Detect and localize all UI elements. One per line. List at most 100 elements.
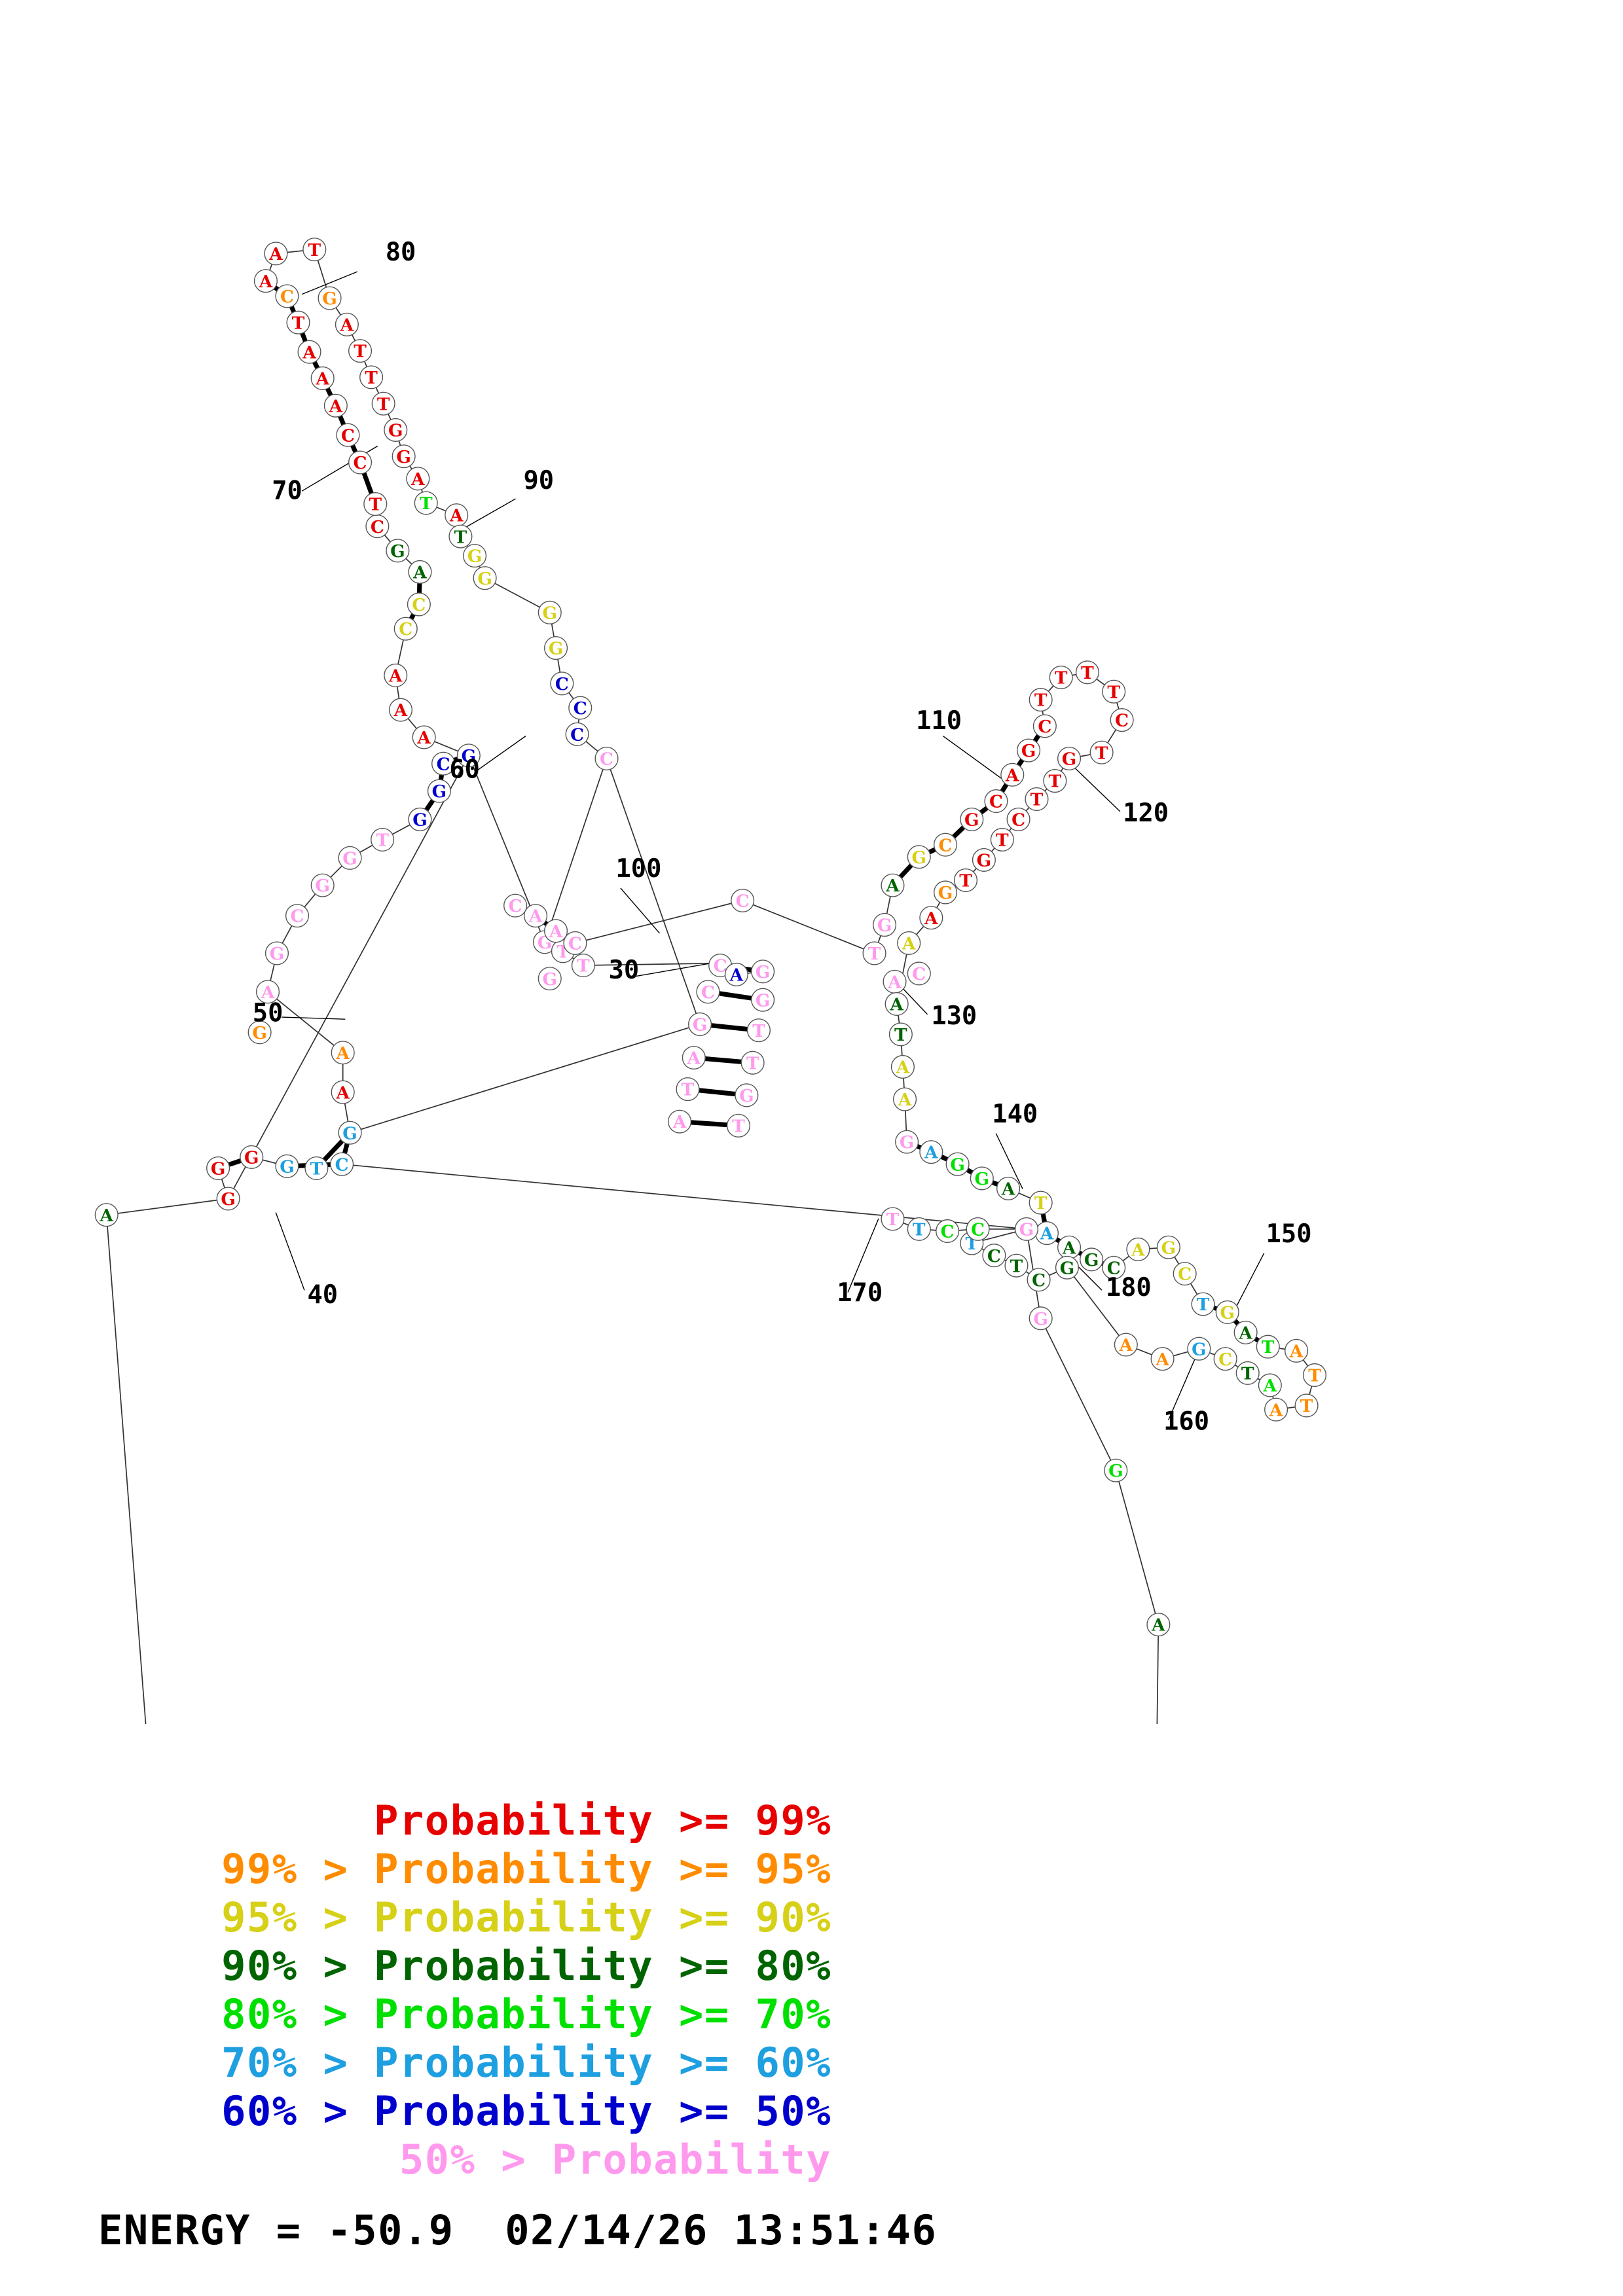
base-node[interactable]: A — [524, 904, 548, 928]
base-node[interactable]: G — [216, 1187, 240, 1211]
base-node[interactable]: A — [919, 1140, 943, 1164]
base-node[interactable]: C — [407, 592, 431, 617]
base-node[interactable]: G — [1014, 1217, 1039, 1241]
base-node[interactable]: A — [1126, 1237, 1150, 1261]
base-node[interactable]: T — [1294, 1393, 1319, 1418]
base-node[interactable]: C — [565, 722, 589, 746]
base-node[interactable]: A — [1114, 1333, 1138, 1357]
base-node[interactable]: A — [1233, 1320, 1258, 1344]
base-node[interactable]: A — [264, 242, 288, 266]
base-node[interactable]: G — [895, 1130, 919, 1154]
base-node[interactable]: T — [862, 941, 886, 965]
base-node[interactable]: G — [206, 1156, 230, 1180]
base-node[interactable]: A — [883, 969, 907, 994]
base-node[interactable]: C — [568, 696, 593, 720]
base-node[interactable]: C — [696, 980, 720, 1004]
base-node[interactable]: G — [275, 1154, 299, 1178]
base-node[interactable]: T — [359, 365, 384, 389]
base-node[interactable]: C — [594, 746, 619, 771]
base-node[interactable]: G — [907, 845, 931, 869]
base-node[interactable]: C — [1006, 807, 1030, 831]
base-node[interactable]: T — [448, 524, 473, 548]
base-node[interactable]: T — [371, 391, 395, 416]
base-node[interactable]: G — [1029, 1306, 1053, 1331]
base-node[interactable]: C — [503, 893, 528, 918]
base-node[interactable]: C — [330, 1152, 354, 1176]
base-node[interactable]: T — [371, 827, 395, 852]
base-node[interactable]: T — [881, 1207, 905, 1231]
base-node[interactable]: A — [331, 1041, 355, 1065]
base-node[interactable]: A — [996, 1176, 1021, 1200]
base-node[interactable]: T — [414, 491, 438, 515]
base-node[interactable]: T — [740, 1050, 765, 1075]
base-node[interactable]: A — [1285, 1338, 1309, 1363]
base-node[interactable]: G — [933, 880, 958, 905]
base-node[interactable]: G — [1057, 746, 1082, 771]
base-node[interactable]: G — [970, 1166, 994, 1191]
base-node[interactable]: T — [302, 238, 327, 262]
base-node[interactable]: A — [297, 340, 321, 364]
base-node[interactable]: A — [884, 992, 909, 1016]
base-node[interactable]: A — [544, 919, 568, 943]
base-node[interactable]: T — [726, 1113, 750, 1138]
base-node[interactable]: C — [1173, 1261, 1197, 1286]
base-node[interactable]: C — [1027, 1268, 1051, 1292]
base-node[interactable]: A — [881, 873, 905, 897]
base-node[interactable]: T — [1029, 1191, 1053, 1215]
base-node[interactable]: C — [1032, 714, 1057, 738]
base-node[interactable]: G — [945, 1152, 970, 1176]
base-node[interactable]: G — [538, 967, 562, 991]
base-node[interactable]: T — [1302, 1363, 1327, 1388]
base-node[interactable]: G — [247, 1020, 272, 1045]
base-node[interactable]: A — [1146, 1613, 1171, 1637]
base-node[interactable]: A — [388, 698, 413, 722]
base-node[interactable]: C — [431, 751, 456, 776]
base-node[interactable]: C — [1110, 708, 1134, 732]
base-node[interactable]: T — [1256, 1335, 1280, 1359]
base-node[interactable]: G — [735, 1083, 759, 1107]
base-node[interactable]: T — [363, 492, 388, 516]
base-node[interactable]: A — [1150, 1347, 1175, 1371]
base-node[interactable]: C — [907, 961, 931, 986]
base-node[interactable]: A — [323, 393, 348, 418]
base-node[interactable]: C — [982, 1244, 1006, 1268]
base-node[interactable]: C — [563, 931, 587, 956]
base-node[interactable]: C — [936, 1219, 960, 1244]
base-node[interactable]: G — [310, 873, 335, 897]
base-node[interactable]: T — [1089, 740, 1114, 764]
base-node[interactable]: A — [682, 1045, 706, 1070]
base-node[interactable]: A — [1258, 1373, 1282, 1397]
base-node[interactable]: A — [408, 560, 432, 584]
base-node[interactable]: C — [365, 514, 390, 539]
base-node[interactable]: G — [960, 807, 984, 831]
base-node[interactable]: A — [1034, 1221, 1059, 1246]
base-node[interactable]: T — [1049, 665, 1073, 690]
base-node[interactable]: C — [731, 888, 755, 912]
base-node[interactable]: C — [1102, 1255, 1126, 1280]
base-node[interactable]: C — [933, 833, 958, 857]
base-node[interactable]: T — [1102, 679, 1126, 704]
base-node[interactable]: A — [1264, 1397, 1288, 1422]
base-node[interactable]: T — [304, 1156, 329, 1180]
base-node[interactable]: T — [907, 1217, 931, 1241]
base-node[interactable]: G — [538, 600, 562, 624]
base-node[interactable]: C — [550, 672, 574, 696]
base-node[interactable]: G — [408, 807, 432, 831]
base-node[interactable]: G — [1080, 1247, 1104, 1272]
base-node[interactable]: G — [688, 1012, 712, 1036]
base-node[interactable]: G — [1055, 1255, 1079, 1280]
base-node[interactable]: G — [751, 988, 775, 1012]
base-node[interactable]: T — [1043, 768, 1067, 793]
base-node[interactable]: A — [445, 503, 469, 528]
base-node[interactable]: G — [264, 941, 289, 965]
base-node[interactable]: T — [746, 1018, 771, 1043]
base-node[interactable]: G — [1104, 1458, 1128, 1482]
base-node[interactable]: T — [571, 953, 595, 978]
base-node[interactable]: A — [331, 1080, 355, 1104]
base-node[interactable]: C — [966, 1217, 990, 1241]
base-node[interactable]: A — [412, 725, 436, 749]
base-node[interactable]: T — [1191, 1292, 1215, 1316]
base-node[interactable]: G — [873, 913, 897, 937]
base-node[interactable]: T — [1029, 688, 1053, 712]
base-node[interactable]: A — [335, 312, 359, 336]
